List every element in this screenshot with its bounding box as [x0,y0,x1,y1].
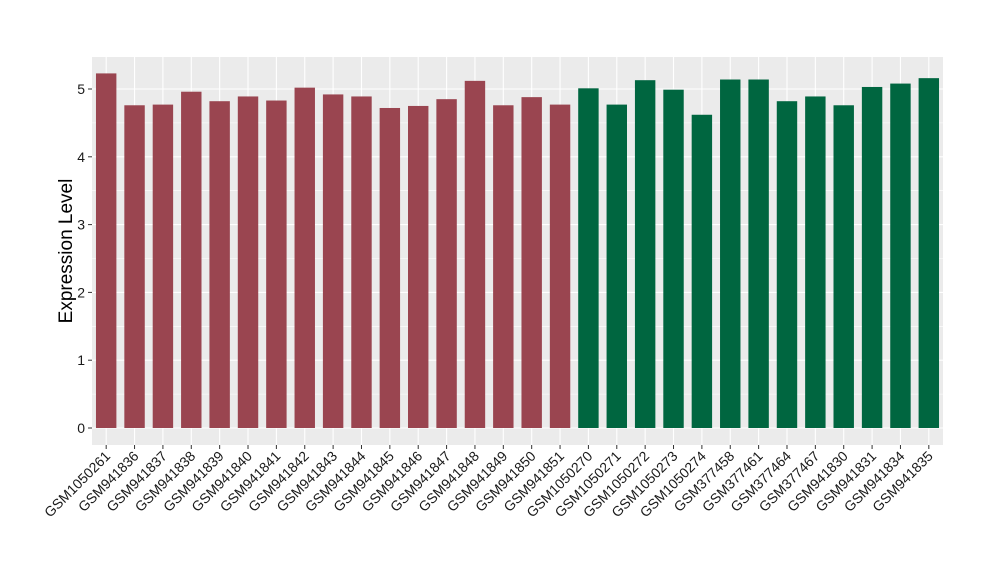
bar-GSM377461 [748,79,769,429]
y-tick-label: 0 [77,420,85,436]
bar-GSM1050273 [663,89,684,428]
bar-GSM941834 [890,83,911,429]
bar-GSM1050271 [606,104,627,429]
bar-GSM941849 [493,105,514,428]
bar-GSM1050274 [691,114,713,428]
bar-GSM941836 [124,105,145,428]
bar-GSM377464 [776,101,798,428]
bar-GSM941835 [918,78,940,428]
bar-GSM941844 [351,96,372,428]
bar-GSM941851 [549,104,571,429]
bar-GSM941840 [237,96,259,428]
bar-GSM377458 [720,79,741,429]
y-tick-label: 4 [77,149,85,165]
bars [95,73,940,429]
bar-GSM941841 [266,100,287,428]
bar-GSM1050272 [634,80,656,428]
bar-GSM941838 [181,91,202,428]
bar-GSM941842 [294,87,315,429]
x-axis: GSM1050261GSM941836GSM941837GSM941838GSM… [41,445,936,520]
plot-panel [92,57,943,445]
bar-GSM941846 [408,105,429,428]
bar-GSM941839 [209,101,230,428]
y-axis-label: Expression Level [56,179,77,324]
y-tick-label: 2 [77,284,85,300]
bar-GSM1050270 [578,88,599,429]
y-tick-label: 1 [77,352,85,368]
bar-GSM1050261 [95,73,117,428]
bar-GSM941830 [833,105,854,428]
y-tick-label: 3 [77,217,85,233]
y-axis: 0 1 2 3 4 5 [77,81,92,436]
bar-GSM941847 [436,99,457,429]
bar-GSM941848 [464,80,486,428]
bar-GSM941843 [322,94,344,428]
bar-GSM377467 [805,96,826,428]
bar-GSM941845 [379,107,401,428]
bar-GSM941831 [861,86,883,428]
bar-GSM941837 [152,104,174,429]
bar-GSM941850 [521,97,542,429]
y-tick-label: 5 [77,81,85,97]
